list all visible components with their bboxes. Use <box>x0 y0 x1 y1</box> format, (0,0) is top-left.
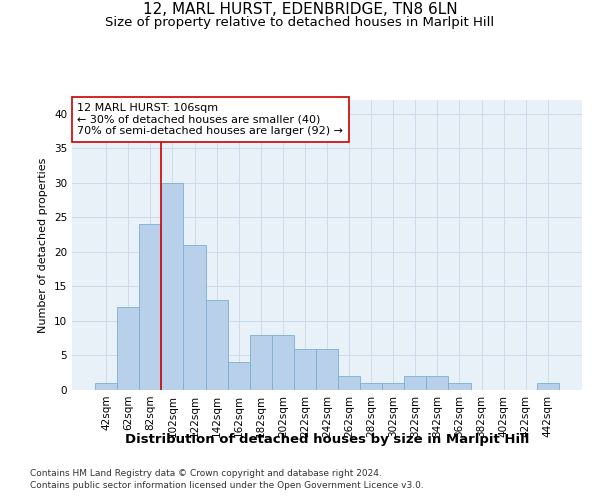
Y-axis label: Number of detached properties: Number of detached properties <box>38 158 49 332</box>
Bar <box>227 362 250 390</box>
Bar <box>338 376 360 390</box>
Bar <box>448 383 470 390</box>
Text: Size of property relative to detached houses in Marlpit Hill: Size of property relative to detached ho… <box>106 16 494 29</box>
Bar <box>139 224 161 390</box>
Text: Distribution of detached houses by size in Marlpit Hill: Distribution of detached houses by size … <box>125 432 529 446</box>
Bar <box>537 383 559 390</box>
Bar <box>250 335 272 390</box>
Bar <box>161 183 184 390</box>
Bar <box>184 245 206 390</box>
Text: 12, MARL HURST, EDENBRIDGE, TN8 6LN: 12, MARL HURST, EDENBRIDGE, TN8 6LN <box>143 2 457 18</box>
Bar <box>427 376 448 390</box>
Text: Contains public sector information licensed under the Open Government Licence v3: Contains public sector information licen… <box>30 481 424 490</box>
Bar <box>316 348 338 390</box>
Bar <box>404 376 427 390</box>
Bar <box>294 348 316 390</box>
Bar <box>272 335 294 390</box>
Bar <box>117 307 139 390</box>
Bar <box>206 300 227 390</box>
Bar <box>95 383 117 390</box>
Bar <box>382 383 404 390</box>
Text: 12 MARL HURST: 106sqm
← 30% of detached houses are smaller (40)
70% of semi-deta: 12 MARL HURST: 106sqm ← 30% of detached … <box>77 103 343 136</box>
Text: Contains HM Land Registry data © Crown copyright and database right 2024.: Contains HM Land Registry data © Crown c… <box>30 468 382 477</box>
Bar <box>360 383 382 390</box>
